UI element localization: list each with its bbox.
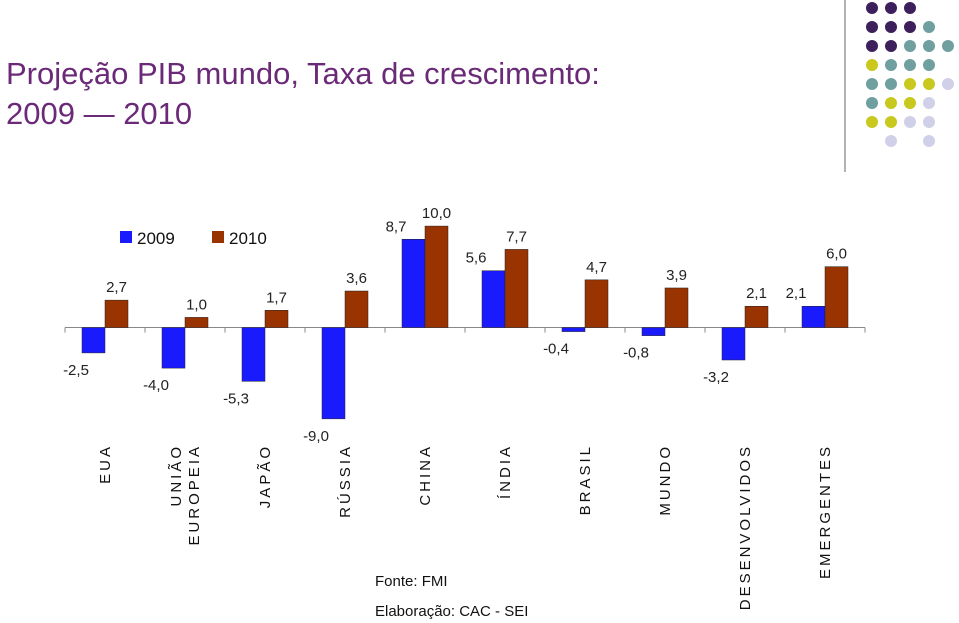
bar [824,266,849,328]
value-label: -2,5 [63,362,89,379]
bar [801,305,826,328]
bar [104,299,129,328]
value-label: 3,9 [666,267,687,284]
value-label: 2,1 [786,285,807,302]
bar [321,327,346,420]
value-label: 2,1 [746,285,767,302]
category-label: UNIÃOEUROPEIA [168,444,203,546]
source-note: Fonte: FMI [375,573,448,590]
value-label: 6,0 [826,246,847,263]
category-label: MUNDO [657,444,674,516]
value-label: 10,0 [422,205,451,222]
value-label: 1,0 [186,296,207,313]
bar [641,327,666,336]
bar [721,327,746,361]
bar [744,305,769,328]
value-label: -4,0 [143,377,169,394]
value-label: 8,7 [386,218,407,235]
category-label-line: EUROPEIA [186,444,203,546]
bar [664,287,689,328]
bar [504,249,529,328]
legend-label: 2010 [229,229,267,248]
bar [344,290,369,328]
value-label: -3,2 [703,369,729,386]
category-label-line: UNIÃO [168,444,185,507]
bar [481,270,506,328]
bar [264,310,289,328]
category-label: BRASIL [577,444,594,515]
bar [81,327,106,354]
legend-swatch [212,231,224,243]
legend-swatch [120,231,132,243]
bar [424,225,449,328]
legend-label: 2009 [137,229,175,248]
category-label: CHINA [417,444,434,506]
category-label: RÚSSIA [337,444,354,518]
bar [584,279,609,328]
title-line: Projeção PIB mundo, Taxa de crescimento: [6,56,600,91]
bar [241,327,266,382]
value-label: 7,7 [506,228,527,245]
category-label: EUA [97,444,114,484]
category-label: EMERGENTES [817,444,834,579]
value-label: 2,7 [106,279,127,296]
bar [161,327,186,369]
value-label: -0,4 [543,341,569,358]
decor-dots [866,2,954,147]
value-label: -0,8 [623,345,649,362]
source-note: Elaboração: CAC - SEI [375,603,528,620]
value-label: 1,7 [266,289,287,306]
value-label: 4,7 [586,259,607,276]
value-label: 5,6 [466,250,487,267]
category-label: ÍNDIA [497,444,514,499]
bar [561,327,586,332]
bar [401,239,426,328]
value-label: -5,3 [223,390,249,407]
value-label: -9,0 [303,428,329,445]
bar [184,317,209,328]
category-label: DESENVOLVIDOS [737,444,754,610]
category-label: JAPÃO [257,444,274,508]
title-line: 2009 — 2010 [6,96,192,131]
value-label: 3,6 [346,270,367,287]
